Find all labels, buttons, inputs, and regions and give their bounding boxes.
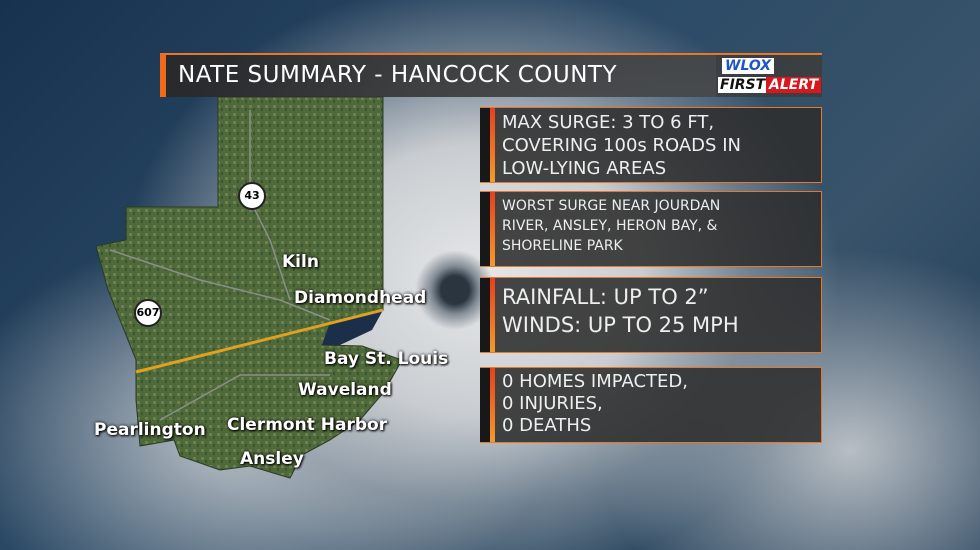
place-bay-st-louis: Bay St. Louis bbox=[324, 349, 449, 369]
logo-first: FIRST bbox=[718, 77, 768, 93]
place-pearlington: Pearlington bbox=[94, 420, 206, 440]
bay-water bbox=[322, 310, 383, 345]
surge-text: MAX SURGE: 3 TO 6 FT, COVERING 100s ROAD… bbox=[502, 112, 741, 179]
worst-surge-box: WORST SURGE NEAR JOURDAN RIVER, ANSLEY, … bbox=[480, 191, 822, 267]
place-ansley: Ansley bbox=[240, 449, 304, 469]
place-diamondhead: Diamondhead bbox=[294, 288, 427, 308]
title-bar: NATE SUMMARY - HANCOCK COUNTY bbox=[160, 53, 716, 97]
page-title: NATE SUMMARY - HANCOCK COUNTY bbox=[178, 62, 618, 88]
hancock-county-land bbox=[95, 96, 403, 479]
surge-box: MAX SURGE: 3 TO 6 FT, COVERING 100s ROAD… bbox=[480, 107, 822, 183]
interstate-10 bbox=[135, 308, 384, 374]
road bbox=[249, 110, 291, 301]
worst-surge-text: WORST SURGE NEAR JOURDAN RIVER, ANSLEY, … bbox=[502, 198, 721, 254]
logo-alert: ALERT bbox=[766, 77, 822, 93]
highway-607-shield: 607 bbox=[134, 299, 162, 327]
logo-wlox: WLOX bbox=[722, 58, 775, 74]
highway-43-shield: 43 bbox=[238, 182, 266, 210]
place-clermont-harbor: Clermont Harbor bbox=[227, 415, 388, 435]
wlox-first-alert-logo: WLOX FIRST ALERT bbox=[716, 53, 822, 97]
place-kiln: Kiln bbox=[282, 252, 319, 272]
rain-wind-box: RAINFALL: UP TO 2” WINDS: UP TO 25 MPH bbox=[480, 277, 822, 353]
road bbox=[159, 374, 330, 421]
place-waveland: Waveland bbox=[298, 380, 392, 400]
impacts-text: 0 HOMES IMPACTED, 0 INJURIES, 0 DEATHS bbox=[502, 371, 688, 436]
road bbox=[109, 249, 331, 321]
impacts-box: 0 HOMES IMPACTED, 0 INJURIES, 0 DEATHS bbox=[480, 367, 822, 443]
rain-wind-text: RAINFALL: UP TO 2” WINDS: UP TO 25 MPH bbox=[502, 285, 739, 337]
